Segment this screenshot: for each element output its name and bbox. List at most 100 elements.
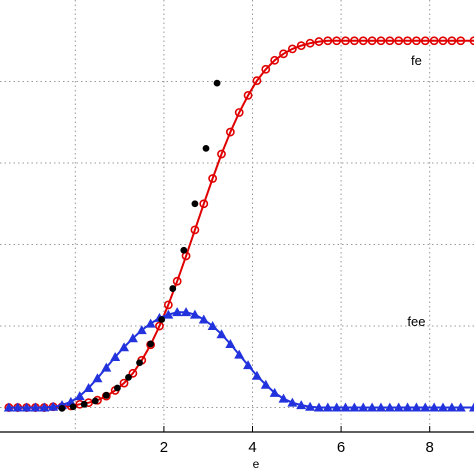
- series-1-point: [384, 402, 395, 412]
- series-1-point: [21, 402, 32, 412]
- series-1-point: [189, 309, 200, 319]
- series-1-point: [340, 402, 351, 412]
- series-2-point: [147, 340, 155, 348]
- x-tick-label: 4: [248, 439, 256, 456]
- series-1-point: [446, 402, 457, 412]
- grid: [0, 0, 474, 432]
- series-1-point: [127, 333, 138, 343]
- series-1-point: [225, 338, 236, 348]
- series-0-point: [332, 36, 342, 46]
- series-1-point: [216, 329, 227, 339]
- x-axis-label: e: [253, 457, 260, 471]
- series-2-point: [158, 316, 166, 323]
- series-0-point: [394, 36, 404, 46]
- series-0-point: [163, 300, 173, 310]
- series-1-point: [110, 352, 121, 362]
- series-0-point: [155, 321, 164, 331]
- series-0-point: [128, 368, 138, 378]
- series-0-point: [217, 149, 226, 159]
- series-2-point: [58, 404, 66, 412]
- series-0-point: [323, 36, 333, 46]
- series-1-point: [145, 318, 156, 328]
- series-0-point: [119, 378, 129, 388]
- series-0-point: [243, 90, 253, 100]
- series-0-point: [376, 36, 386, 46]
- series-1-point: [296, 400, 307, 410]
- series-1-point: [101, 362, 112, 372]
- series-0-point: [279, 49, 288, 59]
- series-0-point: [385, 36, 395, 46]
- series-1-point: [429, 402, 440, 412]
- x-ticks: 2 4 6 8: [160, 426, 434, 456]
- series-1-point: [30, 402, 41, 412]
- series-1-point: [83, 382, 94, 392]
- annotation-fee: fee: [407, 314, 425, 329]
- series-1-point: [287, 397, 298, 407]
- series-1-point: [39, 402, 50, 412]
- series-1-point: [349, 402, 360, 412]
- series-1-point: [207, 321, 218, 331]
- series-1-point: [12, 402, 23, 412]
- series-1-point: [119, 342, 130, 352]
- series-1-point: [367, 402, 378, 412]
- series-1-point: [358, 402, 369, 412]
- series-0-point: [314, 37, 324, 46]
- series-2-point: [102, 391, 110, 399]
- series-0-point: [208, 174, 218, 183]
- series-0-point: [296, 41, 306, 51]
- series-layer: [3, 36, 474, 412]
- series-0-point: [349, 36, 359, 46]
- series-0-point: [190, 225, 200, 235]
- series-0-point: [447, 36, 457, 46]
- series-2-point: [169, 285, 177, 292]
- series-0-point: [199, 199, 209, 209]
- series-0-point: [456, 36, 466, 46]
- series-1-point: [437, 402, 448, 412]
- x-tick-label: 8: [426, 439, 434, 456]
- series-0-point: [420, 36, 430, 46]
- series-1-point: [198, 314, 209, 324]
- series-2-point: [191, 200, 199, 208]
- series-1-point: [322, 402, 333, 412]
- series-0-point: [341, 36, 350, 46]
- series-1-point: [269, 387, 280, 397]
- series-1-point: [469, 402, 474, 412]
- series-0-point: [412, 36, 421, 46]
- series-0-point: [261, 64, 271, 74]
- series-0-point: [225, 127, 235, 137]
- series-1-point: [305, 401, 316, 411]
- series-0-point: [403, 36, 412, 46]
- series-1-point: [74, 391, 85, 401]
- series-1-point: [393, 402, 404, 412]
- series-1-point: [313, 402, 324, 412]
- series-0-point: [270, 55, 280, 65]
- series-2-point: [80, 400, 88, 408]
- series-0-point: [305, 38, 315, 48]
- series-1-point: [251, 370, 262, 380]
- series-1-point: [92, 373, 103, 383]
- series-2-point: [136, 359, 143, 367]
- series-2-point: [69, 403, 77, 411]
- series-2-point: [113, 384, 121, 392]
- series-0-point: [287, 44, 297, 54]
- series-1-point: [243, 360, 254, 370]
- series-1-point: [402, 402, 413, 412]
- series-2-point: [125, 373, 132, 381]
- series-1-point: [420, 402, 431, 412]
- series-2-point: [91, 397, 99, 405]
- series-0-point: [438, 36, 448, 46]
- series-1-point: [234, 349, 245, 359]
- series-1-point: [411, 402, 422, 412]
- series-1-point: [331, 402, 342, 412]
- series-1: [3, 307, 474, 412]
- x-tick-label: 2: [160, 439, 168, 456]
- series-1-point: [181, 307, 192, 317]
- series-1-point: [48, 401, 59, 411]
- series-0-point: [429, 36, 439, 46]
- series-1-point: [163, 309, 174, 319]
- series-0-point: [172, 276, 182, 286]
- series-1-point: [3, 402, 14, 412]
- series-0-point: [367, 36, 377, 46]
- annotation-fe: fe: [411, 53, 422, 68]
